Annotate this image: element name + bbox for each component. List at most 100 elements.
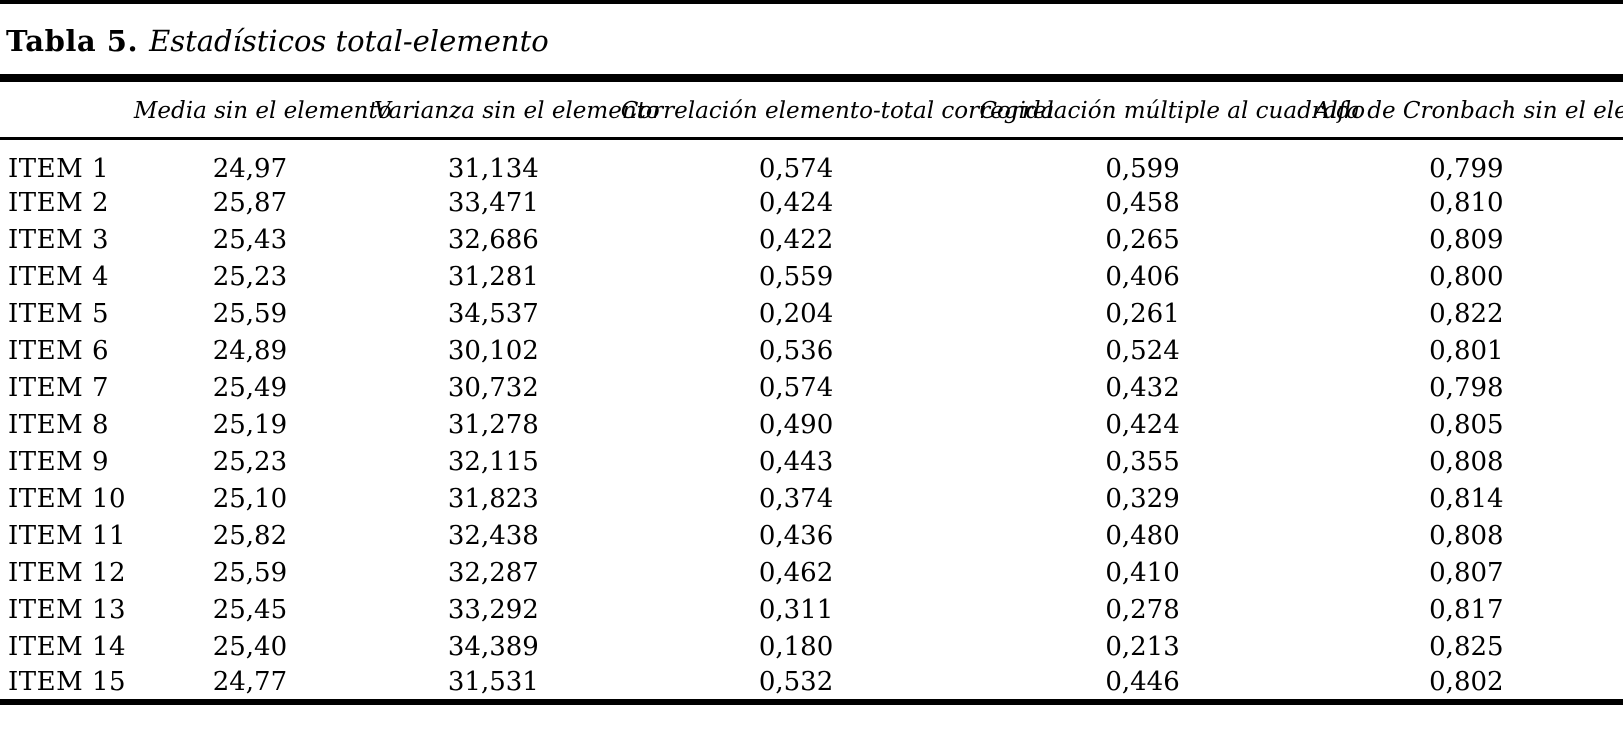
column-header-item <box>0 82 130 140</box>
cell-corr-multiple: 0,432 <box>1105 372 1180 403</box>
cell-media: 25,59 <box>212 298 288 329</box>
cell-varianza: 33,471 <box>447 187 539 218</box>
cell-corr-multiple: 0,329 <box>1105 483 1180 514</box>
cell-media: 25,87 <box>212 187 288 218</box>
cell-media: 24,97 <box>212 154 288 184</box>
cell-corr-elemento-total: 0,574 <box>758 154 834 184</box>
cell-alfa: 0,800 <box>1429 261 1504 292</box>
cell-corr-elemento-total: 0,490 <box>758 409 834 440</box>
cell-corr-elemento-total: 0,311 <box>758 594 834 625</box>
cell-varianza: 31,134 <box>447 154 539 184</box>
cell-alfa: 0,801 <box>1429 335 1504 366</box>
cell-media: 25,23 <box>212 261 288 292</box>
column-header-media: Media sin el elemento <box>129 82 392 140</box>
row-label: ITEM 8 <box>8 409 110 440</box>
cell-corr-elemento-total: 0,536 <box>758 335 834 366</box>
cell-corr-multiple: 0,355 <box>1105 446 1180 477</box>
cell-alfa: 0,808 <box>1429 520 1504 551</box>
cell-corr-multiple: 0,446 <box>1105 667 1180 697</box>
top-rule <box>0 0 1623 4</box>
table-body: ITEM 1 24,97 31,134 0,574 0,599 0,799 IT… <box>0 139 1623 703</box>
row-label: ITEM 4 <box>8 261 110 292</box>
cell-varianza: 34,537 <box>447 298 539 329</box>
table-row: ITEM 2 25,87 33,471 0,424 0,458 0,810 <box>0 184 1623 221</box>
cell-corr-multiple: 0,213 <box>1105 631 1180 662</box>
cell-varianza: 33,292 <box>447 594 539 625</box>
cell-varianza: 32,287 <box>447 557 539 588</box>
row-label: ITEM 6 <box>8 335 110 366</box>
cell-corr-elemento-total: 0,443 <box>758 446 834 477</box>
cell-alfa: 0,808 <box>1429 446 1504 477</box>
item-total-statistics-table: Media sin el elemento Varianza sin el el… <box>0 82 1623 705</box>
cell-corr-elemento-total: 0,559 <box>758 261 834 292</box>
cell-media: 24,89 <box>212 335 288 366</box>
row-label: ITEM 14 <box>8 631 127 662</box>
cell-alfa: 0,825 <box>1429 631 1504 662</box>
table-row: ITEM 15 24,77 31,531 0,532 0,446 0,802 <box>0 665 1623 702</box>
column-header-corr-elemento-total: Correlación elemento-total corregida <box>616 82 1054 140</box>
cell-alfa: 0,810 <box>1429 187 1504 218</box>
cell-alfa: 0,805 <box>1429 409 1504 440</box>
table-caption: Tabla 5. Estadísticos total-elemento <box>0 4 1623 74</box>
title-rule <box>0 74 1623 82</box>
row-label: ITEM 15 <box>8 667 127 697</box>
cell-corr-multiple: 0,261 <box>1105 298 1180 329</box>
cell-media: 25,59 <box>212 557 288 588</box>
column-header-varianza: Varianza sin el elemento <box>370 82 660 140</box>
table-row: ITEM 12 25,59 32,287 0,462 0,410 0,807 <box>0 554 1623 591</box>
column-header-corr-multiple: Correlación múltiple al cuadrado <box>975 82 1365 140</box>
column-header-alfa: Alfa de Cronbach sin el elemento <box>1309 82 1623 140</box>
cell-corr-elemento-total: 0,574 <box>758 372 834 403</box>
cell-varianza: 32,115 <box>447 446 539 477</box>
cell-corr-multiple: 0,406 <box>1105 261 1180 292</box>
cell-corr-elemento-total: 0,204 <box>758 298 834 329</box>
row-label: ITEM 7 <box>8 372 110 403</box>
cell-corr-multiple: 0,524 <box>1105 335 1180 366</box>
cell-corr-elemento-total: 0,424 <box>758 187 834 218</box>
cell-corr-multiple: 0,265 <box>1105 224 1180 255</box>
table-row: ITEM 11 25,82 32,438 0,436 0,480 0,808 <box>0 517 1623 554</box>
row-label: ITEM 3 <box>8 224 110 255</box>
cell-media: 24,77 <box>212 667 288 697</box>
cell-varianza: 31,531 <box>447 667 539 697</box>
cell-corr-elemento-total: 0,180 <box>758 631 834 662</box>
cell-corr-multiple: 0,458 <box>1105 187 1180 218</box>
row-label: ITEM 5 <box>8 298 110 329</box>
table-row: ITEM 10 25,10 31,823 0,374 0,329 0,814 <box>0 480 1623 517</box>
cell-alfa: 0,807 <box>1429 557 1504 588</box>
cell-corr-multiple: 0,278 <box>1105 594 1180 625</box>
cell-varianza: 31,278 <box>447 409 539 440</box>
cell-media: 25,45 <box>212 594 288 625</box>
row-label: ITEM 9 <box>8 446 110 477</box>
cell-alfa: 0,809 <box>1429 224 1504 255</box>
cell-varianza: 30,732 <box>447 372 539 403</box>
table-row: ITEM 8 25,19 31,278 0,490 0,424 0,805 <box>0 406 1623 443</box>
row-label: ITEM 12 <box>8 557 127 588</box>
cell-varianza: 31,823 <box>447 483 539 514</box>
cell-corr-elemento-total: 0,462 <box>758 557 834 588</box>
cell-corr-multiple: 0,480 <box>1105 520 1180 551</box>
cell-corr-multiple: 0,424 <box>1105 409 1180 440</box>
cell-media: 25,10 <box>212 483 288 514</box>
cell-media: 25,49 <box>212 372 288 403</box>
cell-varianza: 31,281 <box>447 261 539 292</box>
table-row: ITEM 4 25,23 31,281 0,559 0,406 0,800 <box>0 258 1623 295</box>
caption-label: Tabla 5. <box>6 24 139 58</box>
table-row: ITEM 1 24,97 31,134 0,574 0,599 0,799 <box>0 139 1623 184</box>
table-row: ITEM 5 25,59 34,537 0,204 0,261 0,822 <box>0 295 1623 332</box>
cell-corr-elemento-total: 0,532 <box>758 667 834 697</box>
cell-corr-elemento-total: 0,422 <box>758 224 834 255</box>
cell-media: 25,23 <box>212 446 288 477</box>
row-label: ITEM 1 <box>8 154 110 184</box>
cell-media: 25,40 <box>212 631 288 662</box>
cell-alfa: 0,799 <box>1429 154 1504 184</box>
row-label: ITEM 13 <box>8 594 127 625</box>
row-label: ITEM 10 <box>8 483 127 514</box>
cell-alfa: 0,817 <box>1429 594 1504 625</box>
header-row: Media sin el elemento Varianza sin el el… <box>0 82 1623 140</box>
cell-varianza: 32,686 <box>447 224 539 255</box>
caption-title: Estadísticos total-elemento <box>149 24 549 58</box>
cell-corr-elemento-total: 0,436 <box>758 520 834 551</box>
cell-corr-multiple: 0,410 <box>1105 557 1180 588</box>
cell-alfa: 0,822 <box>1429 298 1504 329</box>
